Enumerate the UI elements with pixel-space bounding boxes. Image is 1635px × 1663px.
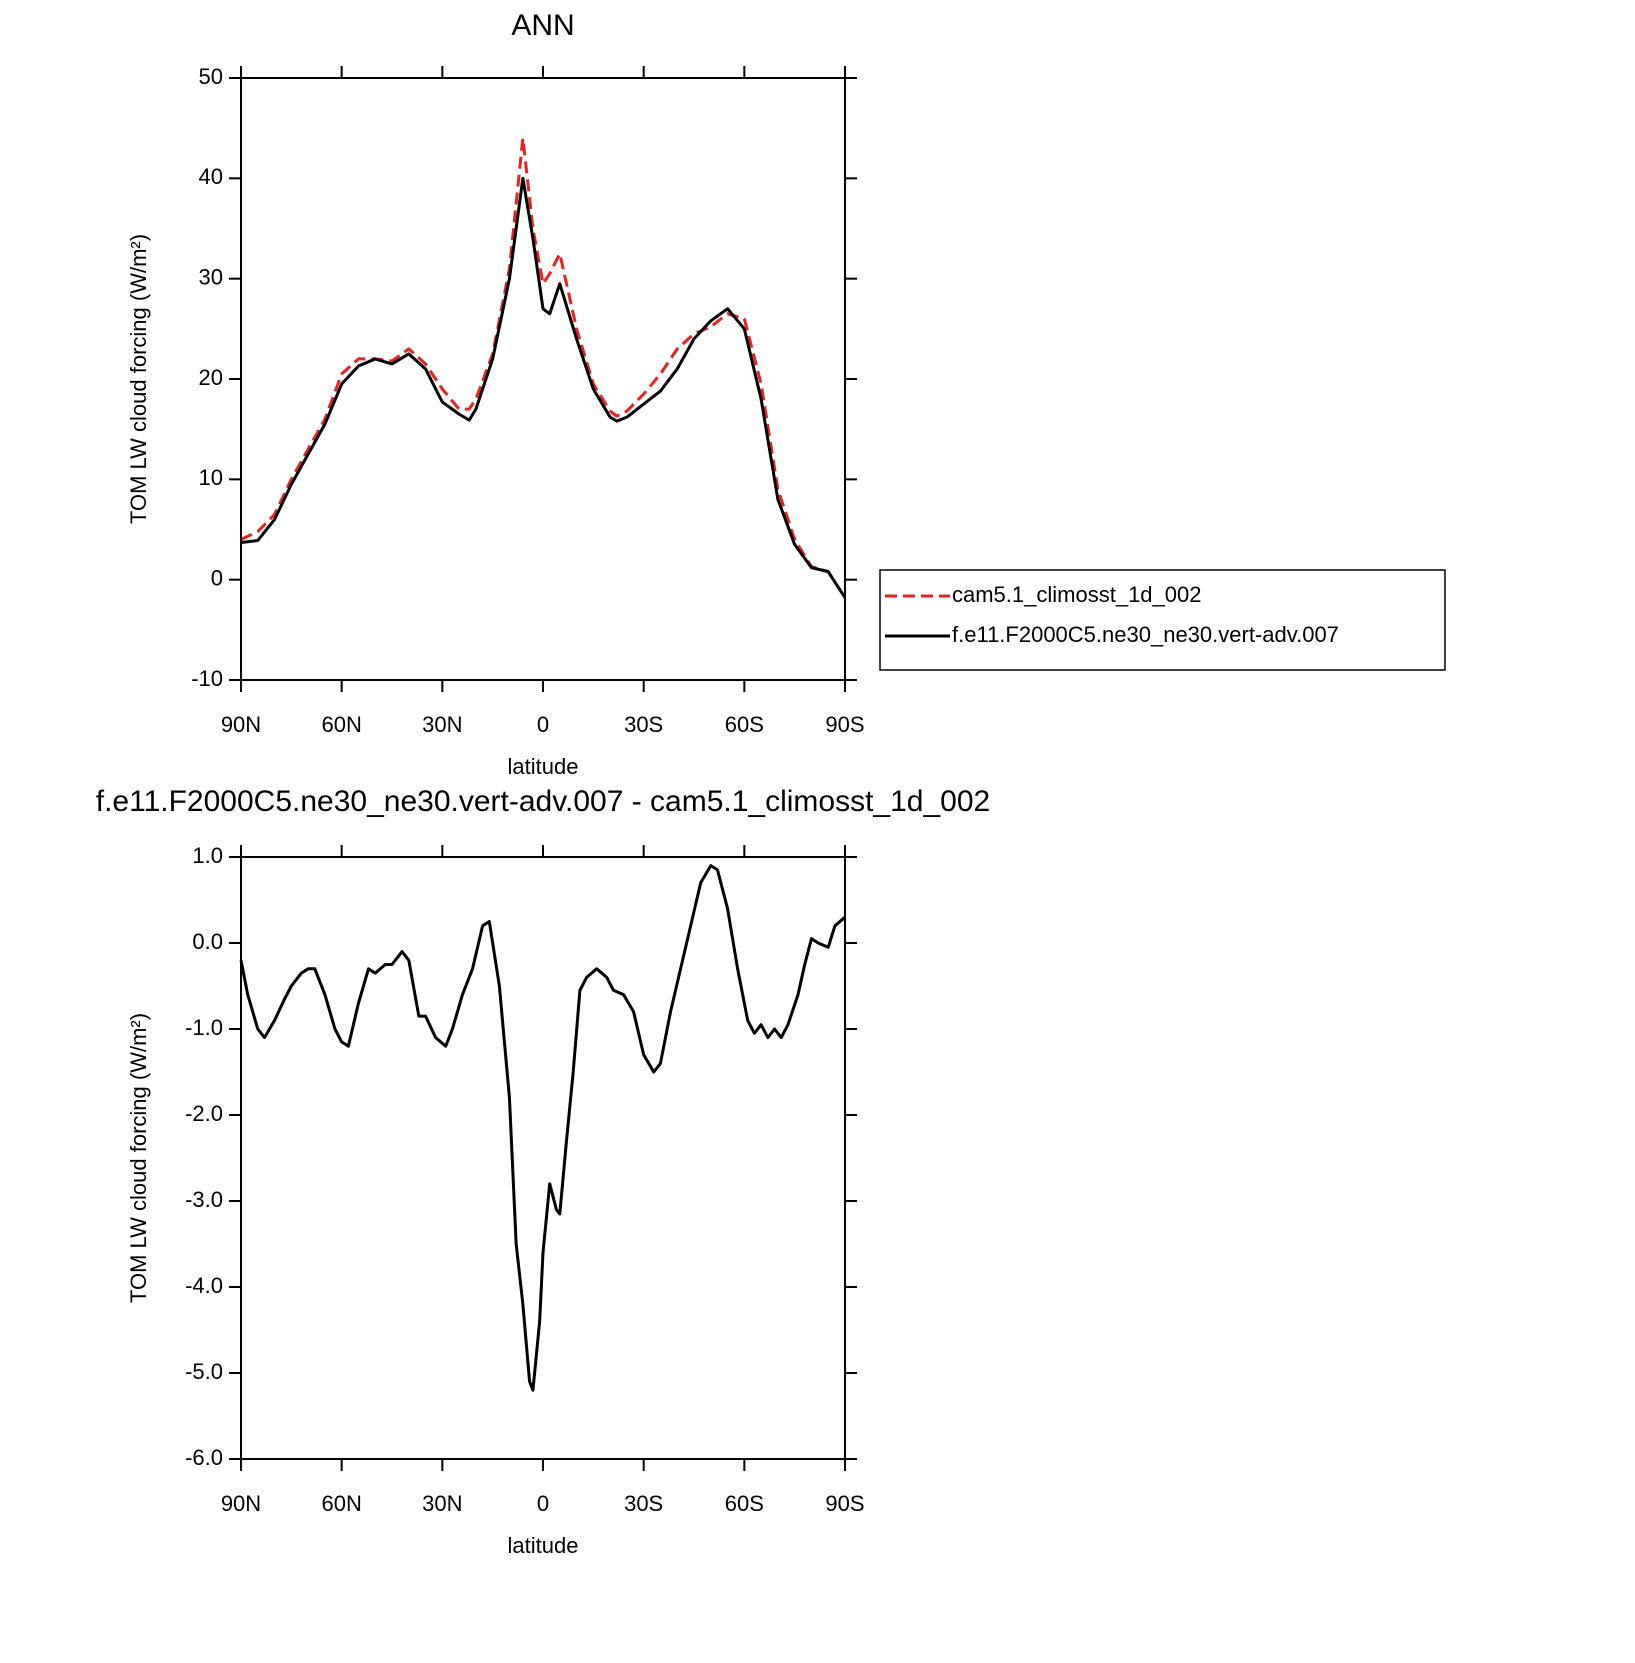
x-tick-label: 90N	[221, 712, 261, 737]
x-tick-label: 30N	[422, 1491, 462, 1516]
x-tick-label: 60S	[725, 712, 764, 737]
legend-label: cam5.1_climosst_1d_002	[952, 582, 1201, 607]
y-tick-label: 10	[199, 465, 223, 490]
x-tick-label: 90S	[825, 712, 864, 737]
legend-label: f.e11.F2000C5.ne30_ne30.vert-adv.007	[952, 622, 1339, 647]
x-tick-label: 30S	[624, 712, 663, 737]
y-tick-label: 1.0	[192, 843, 223, 868]
y-tick-label: -10	[191, 666, 223, 691]
x-tick-label: 30S	[624, 1491, 663, 1516]
y-axis-label: TOM LW cloud forcing (W/m²)	[126, 1013, 151, 1303]
y-tick-label: 0.0	[192, 929, 223, 954]
x-axis-label: latitude	[508, 1533, 579, 1558]
x-tick-label: 0	[537, 712, 549, 737]
x-tick-label: 30N	[422, 712, 462, 737]
x-tick-label: 0	[537, 1491, 549, 1516]
y-tick-label: 30	[199, 264, 223, 289]
x-tick-label: 60N	[321, 712, 361, 737]
data-line	[239, 864, 846, 1392]
y-tick-label: -3.0	[185, 1187, 223, 1212]
y-tick-label: 0	[211, 565, 223, 590]
legend-box	[879, 569, 1446, 671]
y-tick-label: -4.0	[185, 1273, 223, 1298]
y-tick-label: 20	[199, 365, 223, 390]
y-tick-label: -6.0	[185, 1445, 223, 1470]
y-tick-label: -1.0	[185, 1015, 223, 1040]
y-tick-label: 50	[199, 64, 223, 89]
x-tick-label: 90S	[825, 1491, 864, 1516]
y-tick-label: -5.0	[185, 1359, 223, 1384]
x-axis-label: latitude	[508, 754, 579, 779]
x-tick-label: 90N	[221, 1491, 261, 1516]
y-tick-label: -2.0	[185, 1101, 223, 1126]
chart-title: f.e11.F2000C5.ne30_ne30.vert-adv.007 - c…	[96, 785, 990, 818]
chart-title: ANN	[511, 9, 574, 42]
plot-frame	[240, 856, 846, 1460]
y-tick-label: 40	[199, 164, 223, 189]
data-line	[240, 176, 847, 599]
plot-frame	[240, 77, 846, 681]
y-axis-label: TOM LW cloud forcing (W/m²)	[126, 234, 151, 524]
x-tick-label: 60N	[321, 1491, 361, 1516]
x-tick-label: 60S	[725, 1491, 764, 1516]
